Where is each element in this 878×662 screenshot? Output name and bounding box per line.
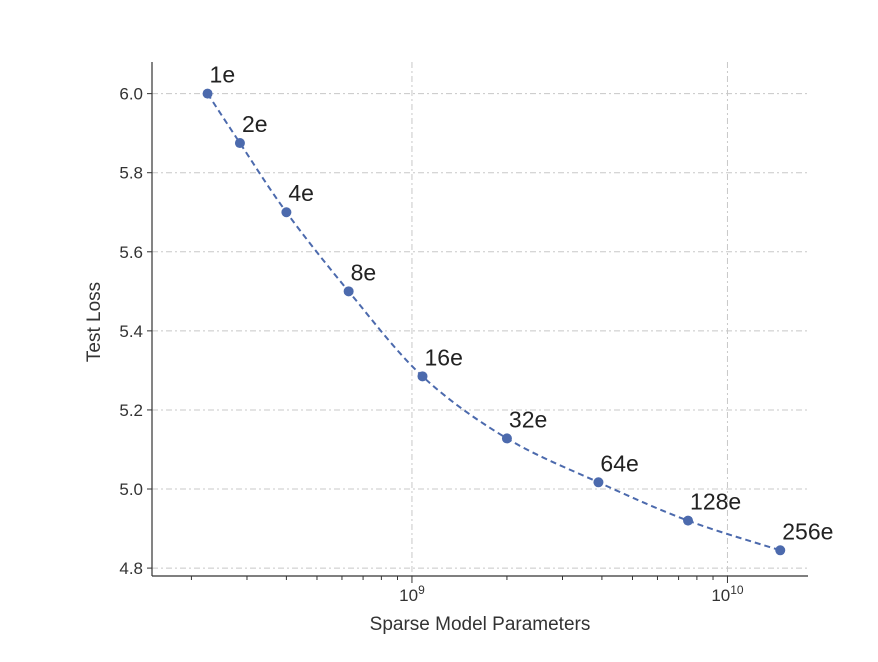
y-tick-label: 4.8 bbox=[119, 559, 143, 578]
x-tick-label: 1010 bbox=[711, 583, 744, 605]
data-point bbox=[683, 515, 694, 526]
data-point bbox=[234, 138, 245, 149]
data-label: 1e bbox=[210, 62, 236, 88]
series-line-group bbox=[206, 93, 781, 552]
y-axis-title: Test Loss bbox=[84, 282, 105, 362]
data-point bbox=[417, 371, 428, 382]
y-tick-label: 5.2 bbox=[119, 401, 143, 420]
data-point bbox=[593, 477, 604, 488]
data-label: 2e bbox=[242, 111, 268, 137]
axes: 4.8 5.0 5.2 5.4 5.6 5.8 6.0 109 1010 bbox=[119, 62, 808, 605]
data-label: 256e bbox=[782, 518, 833, 544]
y-tick-label: 5.6 bbox=[119, 243, 143, 262]
grid bbox=[152, 62, 808, 576]
series-line bbox=[206, 93, 781, 552]
data-label: 4e bbox=[288, 180, 314, 206]
data-point bbox=[501, 433, 512, 444]
data-label: 128e bbox=[690, 489, 741, 515]
y-tick-label: 6.0 bbox=[119, 85, 143, 104]
data-label: 32e bbox=[509, 406, 547, 432]
x-axis-title: Sparse Model Parameters bbox=[370, 614, 591, 635]
y-tick-label: 5.0 bbox=[119, 480, 143, 499]
data-point bbox=[343, 286, 354, 297]
data-point bbox=[775, 545, 786, 556]
x-tick-label: 109 bbox=[399, 583, 425, 605]
y-tick-label: 5.8 bbox=[119, 164, 143, 183]
data-point bbox=[281, 207, 292, 218]
y-tick-label: 5.4 bbox=[119, 322, 143, 341]
data-label: 64e bbox=[600, 450, 638, 476]
data-points bbox=[202, 88, 786, 556]
data-label: 8e bbox=[351, 259, 377, 285]
data-label: 16e bbox=[424, 344, 462, 370]
data-point bbox=[202, 88, 213, 99]
